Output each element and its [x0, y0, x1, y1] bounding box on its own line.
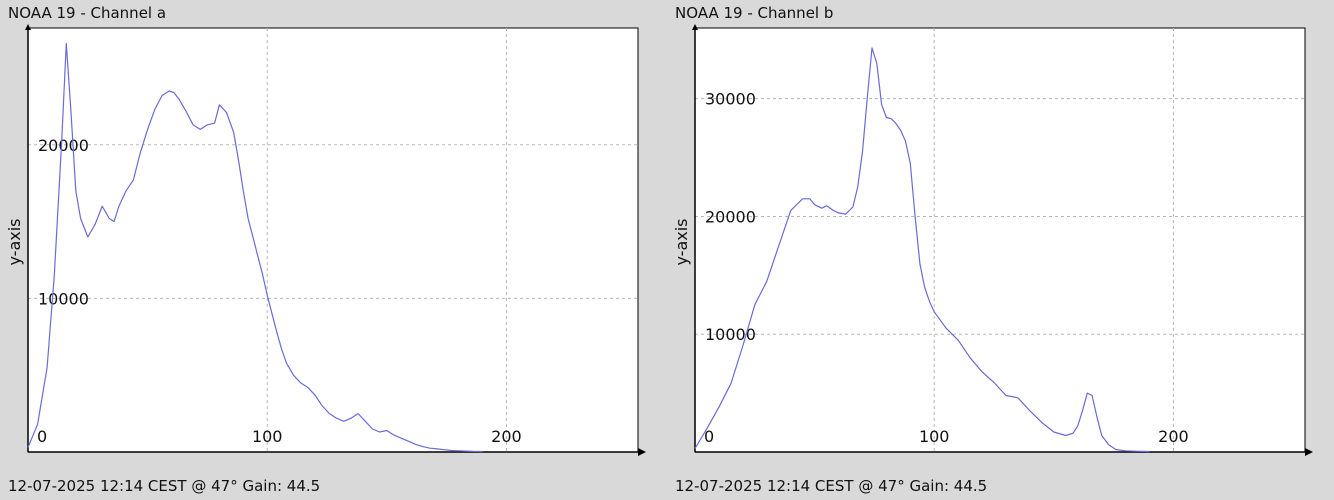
x-tick-label: 0: [704, 427, 714, 446]
y-tick-label: 10000: [705, 325, 756, 344]
chart-panel-channel-a: NOAA 19 - Channel a 0 100 200 10000 20000 y-a…: [5, 4, 646, 495]
x-tick-label: 200: [491, 427, 522, 446]
chart-panel-channel-b: NOAA 19 - Channel b 0 100 200 10000 20000 300…: [667, 0, 1334, 500]
y-axis-label: y-axis: [672, 218, 691, 265]
x-tick-label: 100: [252, 427, 283, 446]
x-tick-label: 100: [919, 427, 950, 446]
y-axis-arrow-icon: [692, 24, 698, 30]
chart-plot-channel-b: 0 100 200 10000 20000 30000 y-axis: [672, 24, 1313, 456]
chart-plot-channel-a: 0 100 200 10000 20000 y-axis: [5, 24, 646, 456]
x-axis-arrow-icon: [638, 448, 646, 456]
capture-info-footer: 12-07-2025 12:14 CEST @ 47° Gain: 44.5: [8, 477, 321, 495]
y-tick-label: 10000: [38, 289, 89, 308]
chart-title: NOAA 19 - Channel a: [8, 4, 167, 22]
x-tick-label: 200: [1158, 427, 1189, 446]
series-line: [27, 42, 483, 453]
y-tick-label: 30000: [705, 90, 756, 109]
series-line: [694, 47, 1150, 453]
y-axis-label: y-axis: [5, 218, 24, 265]
x-tick-label: 0: [37, 427, 47, 446]
capture-info-footer: 12-07-2025 12:14 CEST @ 47° Gain: 44.5: [675, 477, 988, 495]
y-axis-arrow-icon: [25, 24, 31, 30]
chart-title: NOAA 19 - Channel b: [675, 4, 834, 22]
x-axis-arrow-icon: [1305, 448, 1313, 456]
y-tick-label: 20000: [705, 207, 756, 226]
plot-area: [27, 27, 639, 453]
y-tick-label: 20000: [38, 136, 89, 155]
